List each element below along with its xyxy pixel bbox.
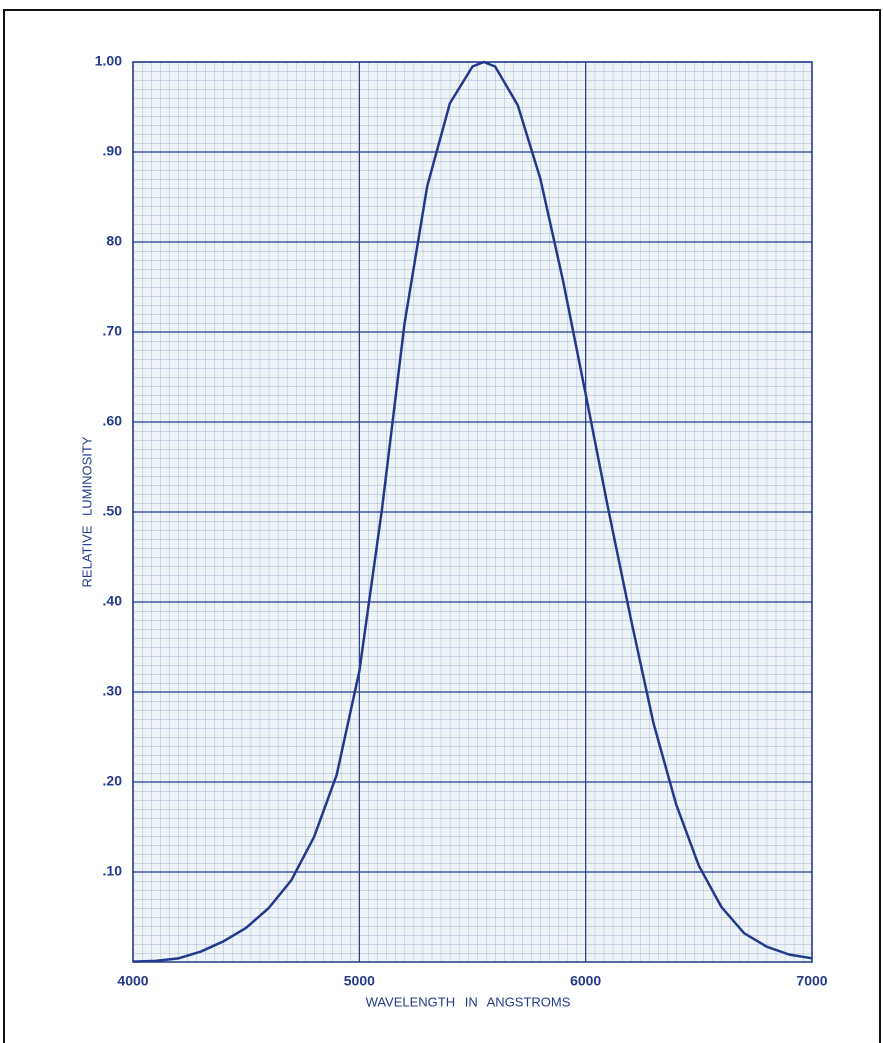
y-tick-label: .50 bbox=[103, 503, 123, 519]
x-tick-label: 6000 bbox=[570, 973, 601, 989]
y-tick-label: .60 bbox=[103, 413, 123, 429]
y-tick-label: .40 bbox=[103, 593, 123, 609]
y-tick-label: 80 bbox=[106, 233, 122, 249]
luminosity-curve bbox=[132, 60, 813, 963]
y-tick-label: .20 bbox=[103, 773, 123, 789]
x-axis-label: WAVELENGTH IN ANGSTROMS bbox=[366, 994, 571, 1009]
x-tick-label: 5000 bbox=[344, 973, 375, 989]
y-tick-label: .10 bbox=[103, 863, 123, 879]
y-tick-label: .30 bbox=[103, 683, 123, 699]
x-tick-label: 4000 bbox=[117, 973, 148, 989]
y-tick-label: .90 bbox=[103, 143, 123, 159]
y-tick-label: 1.00 bbox=[95, 53, 122, 69]
x-tick-label: 7000 bbox=[796, 973, 827, 989]
y-axis-label: RELATIVE LUMINOSITY bbox=[79, 436, 94, 587]
y-tick-label: .70 bbox=[103, 323, 123, 339]
